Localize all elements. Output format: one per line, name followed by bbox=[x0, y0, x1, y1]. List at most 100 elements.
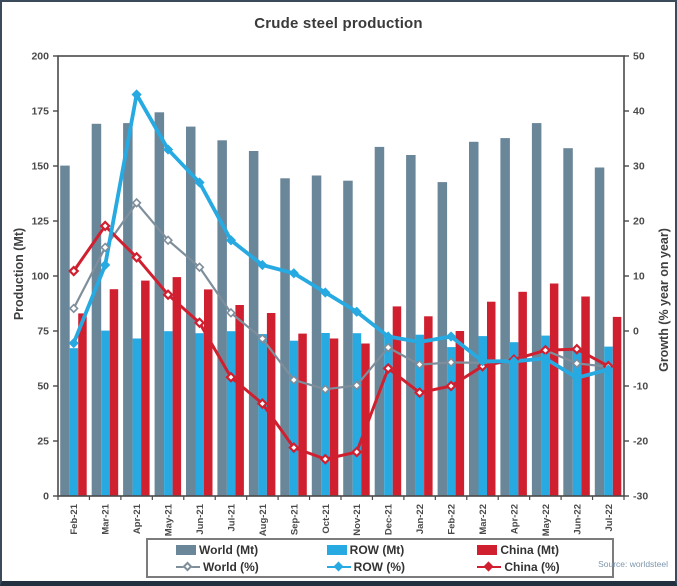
svg-text:May-22: May-22 bbox=[541, 504, 552, 536]
svg-text:Mar-22: Mar-22 bbox=[478, 504, 489, 535]
legend-item-world-mt: World (Mt) bbox=[154, 543, 305, 557]
world-bar-Jan-22 bbox=[406, 155, 416, 496]
row-bar-Feb-22 bbox=[447, 347, 456, 496]
row-bar-Jul-21 bbox=[226, 331, 236, 496]
world-bar-Oct-21 bbox=[311, 175, 322, 496]
legend-label: China (%) bbox=[504, 559, 560, 574]
row-bar-Feb-21 bbox=[69, 348, 79, 496]
world-bar-Apr-22 bbox=[500, 138, 510, 496]
legend-label: ROW (Mt) bbox=[349, 542, 405, 557]
china-bar-Oct-21 bbox=[329, 338, 339, 496]
svg-text:Dec-21: Dec-21 bbox=[384, 503, 395, 535]
svg-text:50: 50 bbox=[37, 381, 49, 393]
row-bar-Mar-22 bbox=[478, 336, 487, 496]
row-bar-Sep-21 bbox=[289, 340, 299, 496]
china-bar-Jul-22 bbox=[612, 316, 622, 496]
svg-text:Apr-22: Apr-22 bbox=[509, 504, 520, 534]
svg-text:40: 40 bbox=[633, 106, 645, 118]
row-bar-Jun-21 bbox=[195, 333, 204, 496]
svg-text:150: 150 bbox=[31, 161, 49, 173]
svg-text:Apr-21: Apr-21 bbox=[132, 503, 143, 534]
row-mt-swatch-icon bbox=[326, 544, 347, 555]
row-bar-Nov-21 bbox=[352, 333, 362, 496]
svg-text:-30: -30 bbox=[633, 491, 648, 503]
world-bar-May-21 bbox=[154, 112, 165, 497]
svg-text:Jan-22: Jan-22 bbox=[415, 504, 426, 534]
svg-text:125: 125 bbox=[31, 216, 49, 228]
row-bar-Jan-22 bbox=[415, 334, 425, 496]
china-bar-Sep-21 bbox=[298, 333, 307, 496]
world-bar-Nov-21 bbox=[343, 180, 353, 496]
legend-label: ROW (%) bbox=[353, 559, 405, 574]
svg-text:Jun-22: Jun-22 bbox=[572, 504, 583, 535]
row-bar-May-22 bbox=[541, 335, 550, 496]
row-bar-Oct-21 bbox=[321, 333, 330, 496]
svg-text:Sep-21: Sep-21 bbox=[289, 503, 300, 535]
world-bar-Jul-22 bbox=[594, 167, 605, 496]
china-bar-Jul-21 bbox=[235, 305, 244, 496]
svg-text:Jul-21: Jul-21 bbox=[226, 503, 237, 531]
world-pct-marker-icon bbox=[176, 561, 200, 572]
legend-label: China (Mt) bbox=[500, 542, 559, 557]
svg-text:-10: -10 bbox=[633, 381, 648, 393]
svg-text:30: 30 bbox=[633, 161, 645, 173]
svg-text:Aug-21: Aug-21 bbox=[258, 503, 269, 536]
chart-title: Crude steel production bbox=[254, 15, 423, 32]
row-bar-May-21 bbox=[164, 331, 173, 496]
world-bar-Jul-21 bbox=[217, 140, 227, 497]
china-pct-line bbox=[72, 224, 610, 461]
row-bar-Aug-21 bbox=[258, 334, 267, 496]
svg-text:Mar-21: Mar-21 bbox=[101, 503, 112, 534]
source-note: Source: worldsteel bbox=[598, 559, 668, 569]
china-bar-Apr-21 bbox=[141, 280, 150, 496]
legend-item-world-pct: World (%) bbox=[154, 560, 305, 574]
world-bar-Sep-21 bbox=[280, 178, 290, 497]
row-bar-Apr-21 bbox=[132, 338, 142, 496]
china-pct-marker-icon bbox=[477, 561, 502, 572]
bars-group bbox=[60, 112, 622, 497]
world-bar-May-22 bbox=[531, 123, 542, 496]
svg-text:Oct-21: Oct-21 bbox=[321, 503, 332, 533]
svg-text:100: 100 bbox=[31, 271, 49, 283]
svg-text:10: 10 bbox=[633, 271, 645, 283]
svg-text:Jun-21: Jun-21 bbox=[195, 503, 206, 534]
china-bar-Mar-21 bbox=[109, 289, 119, 496]
china-bar-Dec-21 bbox=[392, 306, 402, 496]
row-bar-Jul-22 bbox=[604, 346, 613, 496]
china-bar-Feb-21 bbox=[78, 313, 87, 496]
row-pct-markers bbox=[68, 89, 614, 383]
x-axis-labels: Feb-21 Mar-21 Apr-21 May-21 Jun-21 Jul-21 Aug-… bbox=[69, 503, 615, 536]
china-mt-swatch-icon bbox=[477, 544, 498, 555]
world-bar-Mar-22 bbox=[469, 141, 479, 497]
legend-item-row-pct: ROW (%) bbox=[305, 560, 456, 574]
world-bar-Apr-21 bbox=[123, 123, 133, 496]
world-bar-Jun-22 bbox=[563, 148, 573, 496]
legend-item-china-mt: China (Mt) bbox=[455, 543, 606, 557]
svg-text:Feb-22: Feb-22 bbox=[447, 504, 458, 535]
china-pct-markers bbox=[68, 220, 614, 465]
svg-text:0: 0 bbox=[43, 491, 49, 503]
row-pct-line bbox=[71, 92, 611, 380]
legend-item-row-mt: ROW (Mt) bbox=[305, 543, 456, 557]
world-bar-Dec-21 bbox=[374, 146, 385, 496]
world-mt-swatch-icon bbox=[176, 544, 196, 555]
svg-text:75: 75 bbox=[37, 326, 49, 338]
china-bar-Feb-22 bbox=[455, 331, 465, 496]
row-bar-Mar-21 bbox=[101, 330, 110, 496]
svg-text:0: 0 bbox=[633, 326, 639, 338]
row-bar-Dec-21 bbox=[384, 336, 393, 496]
row-bar-Apr-22 bbox=[509, 342, 519, 496]
china-bar-Apr-22 bbox=[518, 291, 527, 496]
world-bar-Feb-21 bbox=[60, 165, 70, 496]
china-bar-Aug-21 bbox=[266, 313, 276, 496]
china-bar-May-21 bbox=[172, 277, 182, 496]
legend: World (Mt) ROW (Mt) China (Mt) World (%)… bbox=[146, 538, 614, 578]
svg-text:25: 25 bbox=[37, 436, 49, 448]
world-bar-Aug-21 bbox=[248, 151, 259, 496]
china-bar-Jun-21 bbox=[204, 289, 213, 496]
svg-text:Feb-21: Feb-21 bbox=[69, 503, 80, 534]
china-bar-Nov-21 bbox=[361, 343, 370, 496]
svg-text:Jul-22: Jul-22 bbox=[604, 504, 615, 531]
legend-label: World (Mt) bbox=[199, 542, 259, 557]
